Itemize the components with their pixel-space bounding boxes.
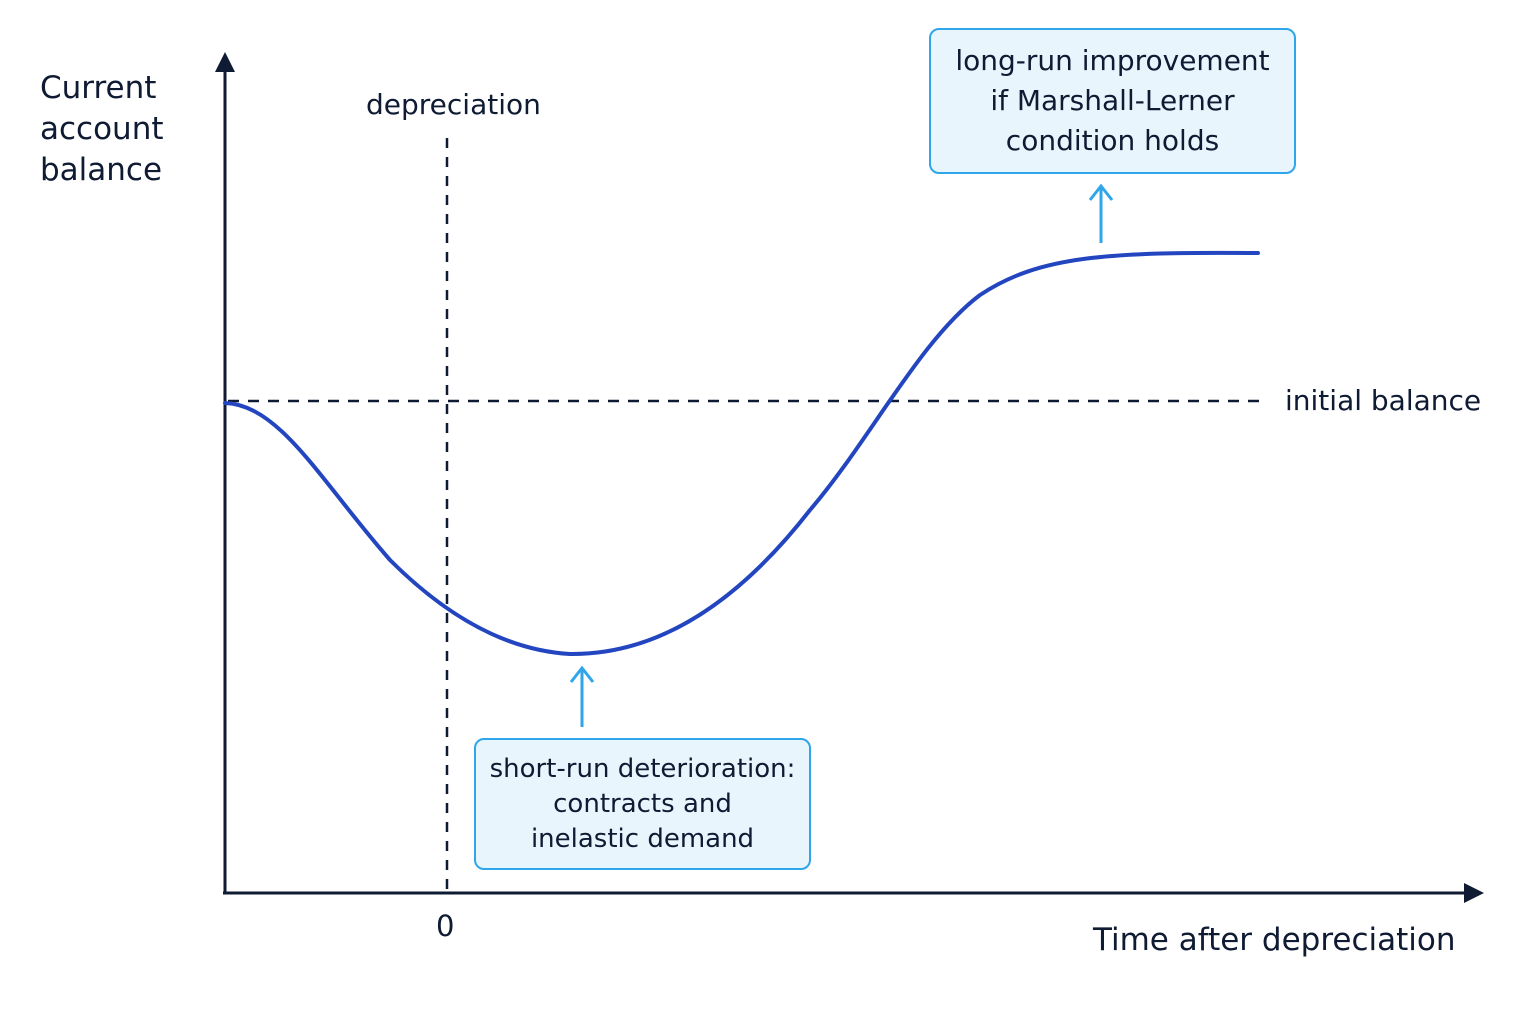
y-axis-label-line: account: [40, 111, 164, 147]
depreciation-label: depreciation: [366, 88, 541, 121]
long-run-arrow-head: [1088, 183, 1114, 201]
y-axis-arrowhead: [215, 52, 235, 72]
long-run-callout-line: condition holds: [1005, 124, 1220, 157]
long-run-callout: long-run improvement if Marshall-Lerner …: [929, 28, 1296, 174]
y-axis-label-line: Current: [40, 70, 157, 106]
short-run-callout-line: contracts and: [553, 788, 732, 819]
long-run-callout-line: long-run improvement: [955, 44, 1270, 77]
initial-balance-label: initial balance: [1285, 384, 1482, 417]
x-axis-label: Time after depreciation: [1093, 922, 1456, 958]
j-curve: [223, 250, 1260, 657]
long-run-callout-line: if Marshall-Lerner: [990, 84, 1235, 117]
short-run-arrow-head: [569, 665, 595, 683]
short-run-callout: short-run deterioration: contracts and i…: [474, 738, 811, 870]
origin-tick-label: 0: [436, 909, 455, 943]
y-axis-label: Current account balance: [40, 68, 210, 191]
short-run-callout-line: short-run deterioration:: [489, 753, 796, 784]
x-axis-arrowhead: [1464, 883, 1484, 903]
y-axis-label-line: balance: [40, 152, 163, 188]
short-run-callout-line: inelastic demand: [530, 823, 755, 854]
